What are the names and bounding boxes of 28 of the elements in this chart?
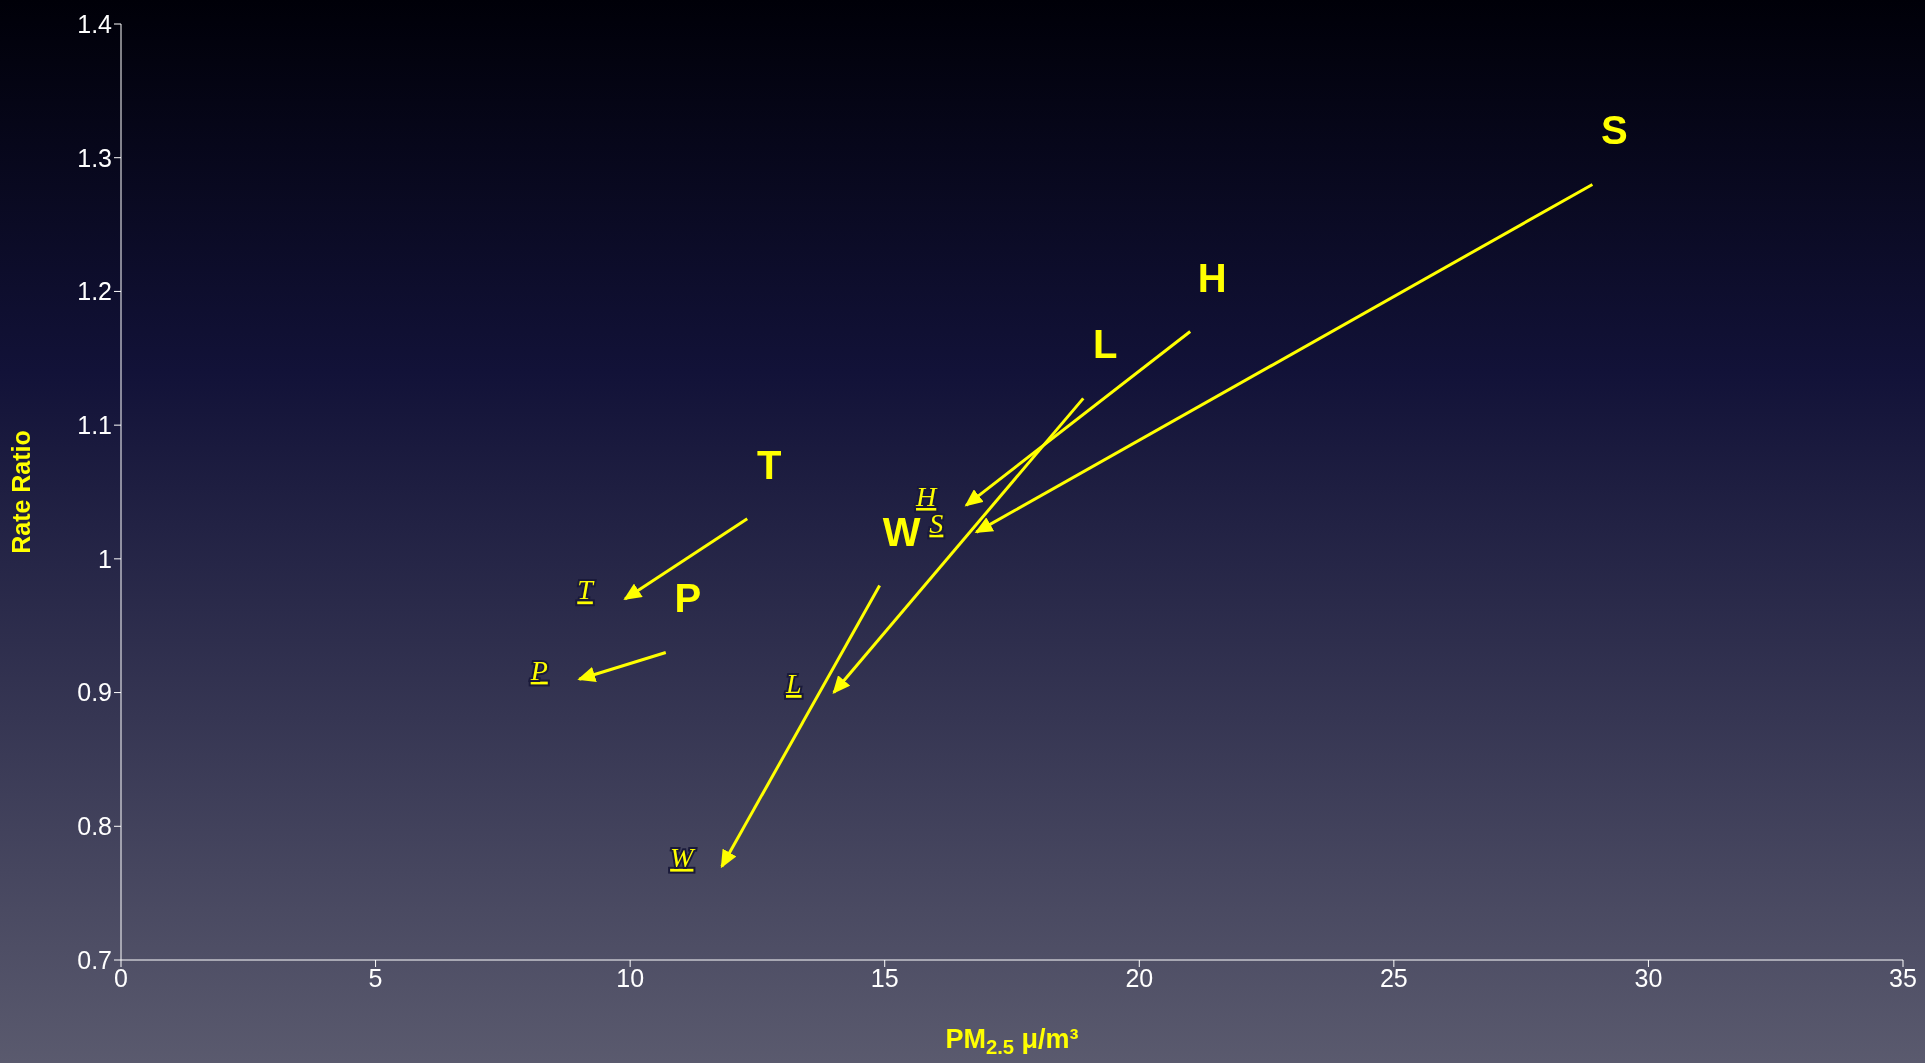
series-label: L [1093, 322, 1118, 367]
y-tick-label: 1.1 [77, 411, 112, 440]
series-label: S [1601, 108, 1628, 153]
x-tick-label: 5 [368, 963, 383, 992]
x-axis-title: PM$_{2.5}$ μ/m³ [945, 1024, 1079, 1058]
x-tick-label: 10 [616, 963, 645, 992]
x-tick-label: 35 [1889, 963, 1917, 992]
y-tick-label: 1 [98, 544, 112, 573]
series-label: P [674, 576, 702, 621]
x-tick-label: 25 [1379, 963, 1408, 992]
annotation: P [529, 654, 548, 686]
y-tick-label: 0.8 [77, 812, 112, 841]
series-label: H [1197, 255, 1227, 300]
y-tick-label: 0.7 [77, 945, 112, 974]
x-tick-label: 15 [870, 963, 899, 992]
y-tick-label: 1.4 [77, 9, 113, 38]
annotation: T [577, 574, 596, 606]
series-label: T [757, 442, 782, 487]
series-label: W [882, 509, 921, 554]
y-tick-label: 0.9 [77, 678, 112, 707]
annotation: L [785, 667, 802, 699]
y-tick-label: 1.2 [77, 277, 112, 306]
annotation: W [670, 841, 697, 873]
x-tick-label: 20 [1125, 963, 1154, 992]
x-tick-label: 0 [114, 963, 128, 992]
x-tick-label: 30 [1634, 963, 1663, 992]
y-tick-label: 1.3 [77, 143, 112, 172]
y-axis-title: Rate Ratio [7, 430, 35, 554]
